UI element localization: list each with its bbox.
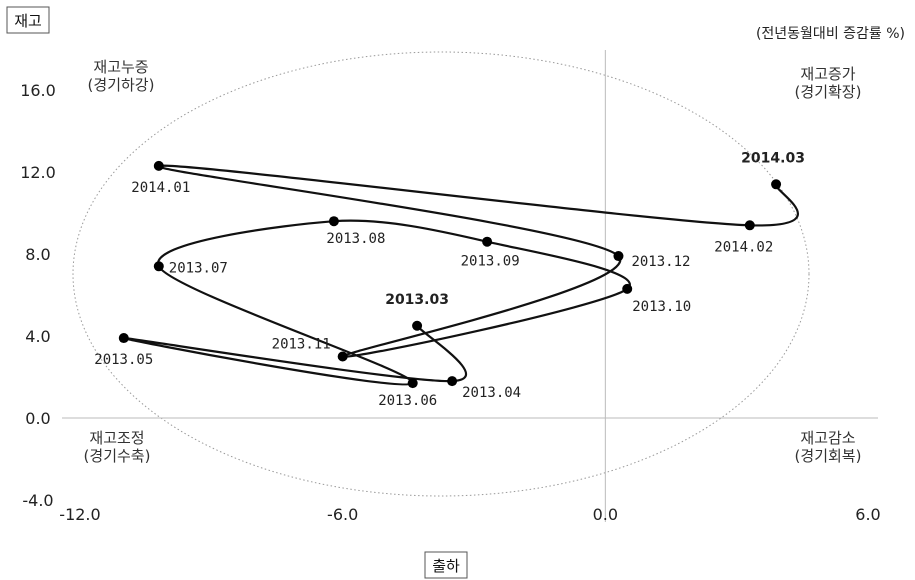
quadrant-top-right-line2: (경기확장)	[795, 83, 862, 101]
y-tick-label: 8.0	[25, 245, 50, 264]
x-axis-title-text: 출하	[432, 557, 460, 575]
y-tick-label: -4.0	[22, 491, 53, 510]
quadrant-top-right-line1: 재고증가	[800, 65, 855, 83]
x-tick-label: 0.0	[593, 505, 618, 524]
x-tick-label: 6.0	[855, 505, 880, 524]
quadrant-bottom-left-line1: 재고조정	[89, 429, 144, 447]
data-point	[337, 351, 348, 362]
point-label: 2013.03	[385, 292, 449, 308]
y-axis-title: 재고	[6, 6, 50, 34]
point-label: 2014.01	[131, 180, 190, 196]
x-axis-title: 출하	[424, 551, 468, 579]
y-tick-label: 4.0	[25, 327, 50, 346]
data-point	[622, 283, 633, 294]
x-tick-label: -6.0	[327, 505, 358, 524]
point-label: 2013.05	[94, 352, 153, 368]
quadrant-bottom-right-line2: (경기회복)	[795, 447, 862, 465]
point-label: 2013.09	[461, 254, 520, 270]
y-tick-label: 12.0	[20, 163, 56, 182]
data-point	[407, 378, 418, 389]
point-label: 2013.06	[378, 393, 437, 409]
quadrant-top-left-line1: 재고누증	[93, 58, 148, 76]
y-tick-label: 16.0	[20, 81, 56, 100]
quadrant-bottom-left-line2: (경기수축)	[84, 447, 151, 465]
unit-note: (전년동월대비 증감률 %)	[756, 26, 905, 42]
data-point	[153, 160, 164, 171]
data-point	[118, 333, 129, 344]
data-point	[771, 179, 782, 190]
data-point	[412, 320, 423, 331]
cycle-ellipse	[72, 51, 810, 497]
y-axis-title-text: 재고	[14, 12, 42, 30]
point-label: 2013.10	[632, 299, 691, 315]
quadrant-bottom-right-line1: 재고감소	[800, 429, 855, 447]
x-tick-label: -12.0	[59, 505, 100, 524]
data-point	[744, 220, 755, 231]
point-label: 2013.12	[631, 254, 690, 270]
trajectory-line	[122, 164, 799, 386]
y-tick-label: 0.0	[25, 409, 50, 428]
point-label: 2013.11	[272, 337, 331, 353]
quadrant-top-left-line2: (경기하강)	[88, 76, 155, 94]
data-point	[153, 261, 164, 272]
point-label: 2014.02	[714, 239, 773, 255]
point-label: 2013.08	[326, 231, 385, 247]
point-label: 2014.03	[741, 150, 805, 166]
data-point	[613, 251, 624, 262]
data-point	[482, 236, 493, 247]
data-point	[328, 216, 339, 227]
data-point	[447, 376, 458, 387]
point-label: 2013.07	[169, 260, 228, 276]
point-label: 2013.04	[462, 385, 521, 401]
